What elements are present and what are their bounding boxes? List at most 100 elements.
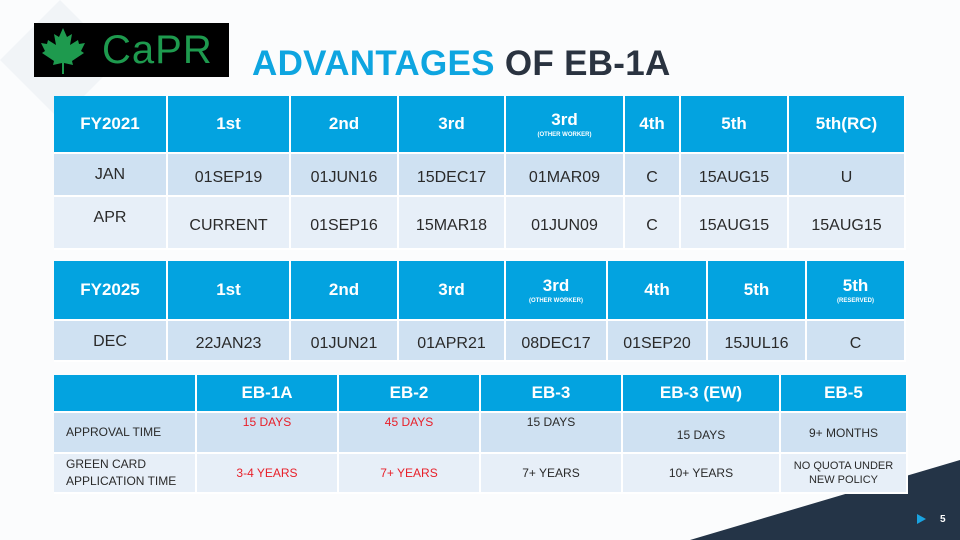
cell-text: 01SEP19 — [194, 168, 263, 186]
column-header: FY2025 — [54, 261, 168, 321]
cell-text: 9+ MONTHS — [808, 425, 878, 440]
column-header-sub: (OTHER WORKER) — [529, 297, 583, 304]
cell-text: 01SEP16 — [310, 216, 378, 234]
row-label: JAN — [54, 154, 168, 197]
table-cell: 15AUG15 — [681, 197, 789, 250]
table-cell: 01SEP20 — [608, 321, 708, 362]
column-header: 3rd (OTHER WORKER) — [506, 96, 625, 154]
cell-text: 15 DAYS — [526, 415, 576, 429]
column-header: EB-3 — [481, 375, 623, 413]
column-header: EB-1A — [197, 375, 339, 413]
table-cell: 01MAR09 — [506, 154, 625, 197]
cell-text: 7+ YEARS — [522, 466, 580, 480]
table-cell: 3-4 YEARS — [197, 454, 339, 494]
title-accent: ADVANTAGES — [252, 44, 495, 83]
play-icon[interactable] — [917, 514, 926, 524]
cell-text: 2nd — [328, 280, 360, 299]
cell-text: GREEN CARD APPLICATION TIME — [66, 457, 177, 488]
cell-text: EB-5 — [824, 383, 863, 402]
table-cell: 15AUG15 — [681, 154, 789, 197]
cell-text: APR — [93, 209, 127, 226]
table-cell: 01SEP19 — [168, 154, 291, 197]
cell-text: 3rd — [438, 114, 465, 133]
table-cell: C — [625, 197, 681, 250]
column-header: 5th(RC) — [789, 96, 906, 154]
maple-leaf-icon — [41, 28, 85, 74]
cell-text: 15 DAYS — [242, 415, 292, 429]
table-cell: C — [807, 321, 906, 362]
column-header: 4th — [625, 96, 681, 154]
cell-text: 01MAR09 — [528, 168, 601, 186]
cell-text: C — [646, 216, 658, 234]
cell-text: APPROVAL TIME — [66, 425, 162, 439]
table-cell: 01JUN09 — [506, 197, 625, 250]
column-header: 5th — [708, 261, 807, 321]
row-label: APPROVAL TIME — [54, 413, 197, 454]
column-header: 2nd — [291, 96, 399, 154]
cell-text: 15DEC17 — [416, 168, 487, 186]
cell-text: EB-2 — [389, 383, 429, 402]
table-cell: 08DEC17 — [506, 321, 608, 362]
column-header: 2nd — [291, 261, 399, 321]
cell-text: 15 DAYS — [676, 427, 726, 442]
cell-text: C — [849, 334, 862, 352]
table-cell: 01JUN16 — [291, 154, 399, 197]
page-number: 5 — [940, 514, 946, 525]
cell-text: EB-3 (EW) — [659, 383, 743, 402]
logo-text: CaPR — [102, 27, 213, 72]
table-cell: 45 DAYS — [339, 413, 481, 454]
column-header: 4th — [608, 261, 708, 321]
cell-text: 3rd — [542, 275, 570, 295]
cell-text: 15AUG15 — [698, 216, 770, 234]
cell-text: 3rd — [438, 280, 465, 299]
cell-text: FY2021 — [80, 114, 140, 133]
table-cell: 9+ MONTHS — [781, 413, 908, 454]
cell-text: DEC — [93, 333, 127, 350]
table-cell: 15 DAYS — [197, 413, 339, 454]
page-title: ADVANTAGES OF EB-1A — [252, 44, 671, 84]
table-cell: 15DEC17 — [399, 154, 506, 197]
cell-text: FY2025 — [80, 280, 140, 299]
cell-text: 5th(RC) — [815, 114, 878, 133]
cell-text: NO QUOTA UNDER NEW POLICY — [793, 460, 894, 486]
cell-text: 01SEP20 — [623, 334, 691, 352]
cell-text: 4th — [644, 280, 670, 299]
cell-text: EB-3 — [531, 383, 571, 402]
cell-text: 7+ YEARS — [380, 466, 438, 480]
cell-text: CURRENT — [189, 216, 268, 234]
cell-text: 08DEC17 — [521, 334, 591, 352]
column-header: 1st — [168, 261, 291, 321]
table-cell: 15 DAYS — [481, 413, 623, 454]
cell-text: 2nd — [328, 114, 360, 133]
cell-text: JAN — [94, 166, 126, 183]
fy2025-table: FY2025 1st 2nd 3rd 3rd (OTHER WORKER) 4th 5th 5t… — [54, 261, 906, 362]
cell-text: 01JUN16 — [310, 168, 378, 186]
cell-text: 1st — [216, 280, 241, 299]
table-cell: 01APR21 — [399, 321, 506, 362]
cell-text: 4th — [639, 114, 665, 133]
cell-text: 15MAR18 — [415, 216, 488, 234]
cell-text: 3rd — [551, 109, 578, 129]
column-header: 1st — [168, 96, 291, 154]
cell-text: 15JUL16 — [724, 334, 789, 352]
row-label: GREEN CARD APPLICATION TIME — [54, 454, 197, 494]
cell-text: 5th — [743, 280, 770, 299]
column-header: EB-2 — [339, 375, 481, 413]
title-rest: OF EB-1A — [494, 44, 671, 83]
row-label: DEC — [54, 321, 168, 362]
column-header: 3rd — [399, 96, 506, 154]
table-cell: U — [789, 154, 906, 197]
table-cell: 15JUL16 — [708, 321, 807, 362]
column-header: 5th — [681, 96, 789, 154]
cell-text: 15AUG15 — [811, 216, 882, 234]
table-cell: 01JUN21 — [291, 321, 399, 362]
column-header: FY2021 — [54, 96, 168, 154]
cell-text: 15AUG15 — [698, 168, 770, 186]
cell-text: 5th — [842, 275, 869, 295]
capr-logo: CaPR — [34, 23, 229, 77]
cell-text: 45 DAYS — [384, 415, 434, 429]
table-cell: 10+ YEARS — [623, 454, 781, 494]
row-label: APR — [54, 197, 168, 250]
cell-text: 22JAN23 — [195, 334, 262, 352]
table-cell: 15 DAYS — [623, 413, 781, 454]
